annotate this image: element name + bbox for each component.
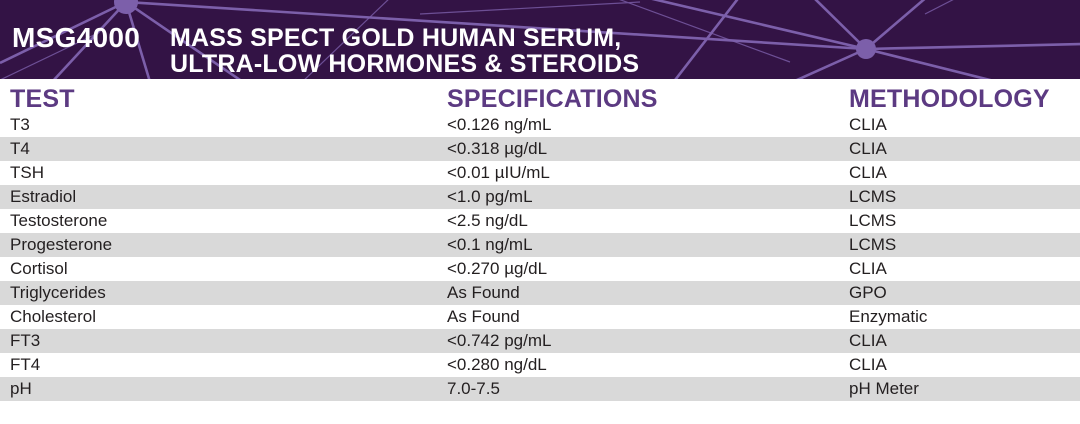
network-node: [114, 0, 138, 14]
method-cell: CLIA: [849, 355, 887, 374]
method-cell: LCMS: [849, 187, 897, 206]
test-cell: Cholesterol: [10, 307, 96, 326]
test-cell: pH: [10, 379, 32, 398]
test-cell: T3: [10, 115, 30, 134]
method-cell: CLIA: [849, 259, 887, 278]
method-cell: CLIA: [849, 163, 887, 182]
column-header-methodology: METHODOLOGY: [849, 85, 1050, 113]
column-header-test: TEST: [10, 85, 75, 113]
product-code: MSG4000: [12, 22, 141, 53]
table-row: Cortisol <0.270 µg/dL CLIA: [0, 257, 1080, 281]
table-row: Testosterone <2.5 ng/dL LCMS: [0, 209, 1080, 233]
test-cell: Progesterone: [10, 235, 113, 254]
method-cell: CLIA: [849, 331, 887, 350]
spec-cell: <0.270 µg/dL: [447, 259, 548, 278]
spec-cell: <0.742 pg/mL: [447, 331, 552, 350]
spec-cell: <0.01 µIU/mL: [447, 163, 550, 182]
test-cell: Cortisol: [10, 259, 68, 278]
network-graphic: [0, 0, 1080, 79]
test-cell: Triglycerides: [10, 283, 106, 302]
method-cell: GPO: [849, 283, 887, 302]
table-row: Estradiol <1.0 pg/mL LCMS: [0, 185, 1080, 209]
product-title: MASS SPECT GOLD HUMAN SERUM, ULTRA-LOW H…: [170, 25, 639, 77]
table-header-row: TEST SPECIFICATIONS METHODOLOGY: [0, 79, 1080, 113]
table-row: FT4 <0.280 ng/dL CLIA: [0, 353, 1080, 377]
table-row: Progesterone <0.1 ng/mL LCMS: [0, 233, 1080, 257]
table-row: pH 7.0-7.5 pH Meter: [0, 377, 1080, 401]
spec-cell: <1.0 pg/mL: [447, 187, 533, 206]
table-row: TSH <0.01 µIU/mL CLIA: [0, 161, 1080, 185]
spec-cell: <0.1 ng/mL: [447, 235, 533, 254]
table-row: Cholesterol As Found Enzymatic: [0, 305, 1080, 329]
spec-cell: <2.5 ng/dL: [447, 211, 528, 230]
table-body: T3 <0.126 ng/mL CLIA T4 <0.318 µg/dL CLI…: [0, 113, 1080, 401]
spec-cell: <0.280 ng/dL: [447, 355, 547, 374]
spec-cell: <0.318 µg/dL: [447, 139, 548, 158]
banner-content: MSG4000 MASS SPECT GOLD HUMAN SERUM, ULT…: [0, 0, 1080, 78]
spec-cell: As Found: [447, 307, 520, 326]
test-cell: FT4: [10, 355, 41, 374]
table-row: T4 <0.318 µg/dL CLIA: [0, 137, 1080, 161]
test-cell: Testosterone: [10, 211, 108, 230]
spec-cell: As Found: [447, 283, 520, 302]
test-cell: Estradiol: [10, 187, 77, 206]
method-cell: LCMS: [849, 211, 897, 230]
product-title-line1: MASS SPECT GOLD HUMAN SERUM,: [170, 24, 622, 52]
method-cell: LCMS: [849, 235, 897, 254]
header-banner: MSG4000 MASS SPECT GOLD HUMAN SERUM, ULT…: [0, 0, 1080, 79]
spec-cell: 7.0-7.5: [447, 379, 500, 398]
table-row: Triglycerides As Found GPO: [0, 281, 1080, 305]
test-cell: T4: [10, 139, 30, 158]
product-title-line2: ULTRA-LOW HORMONES & STEROIDS: [170, 50, 640, 78]
method-cell: CLIA: [849, 139, 887, 158]
test-cell: TSH: [10, 163, 44, 182]
spec-cell: <0.126 ng/mL: [447, 115, 552, 134]
table-row: FT3 <0.742 pg/mL CLIA: [0, 329, 1080, 353]
column-header-specifications: SPECIFICATIONS: [447, 85, 658, 113]
network-node: [856, 39, 876, 59]
method-cell: Enzymatic: [849, 307, 928, 326]
method-cell: pH Meter: [849, 379, 919, 398]
table-row: T3 <0.126 ng/mL CLIA: [0, 113, 1080, 137]
method-cell: CLIA: [849, 115, 887, 134]
test-cell: FT3: [10, 331, 41, 350]
spec-table: TEST SPECIFICATIONS METHODOLOGY T3 <0.12…: [0, 79, 1080, 401]
